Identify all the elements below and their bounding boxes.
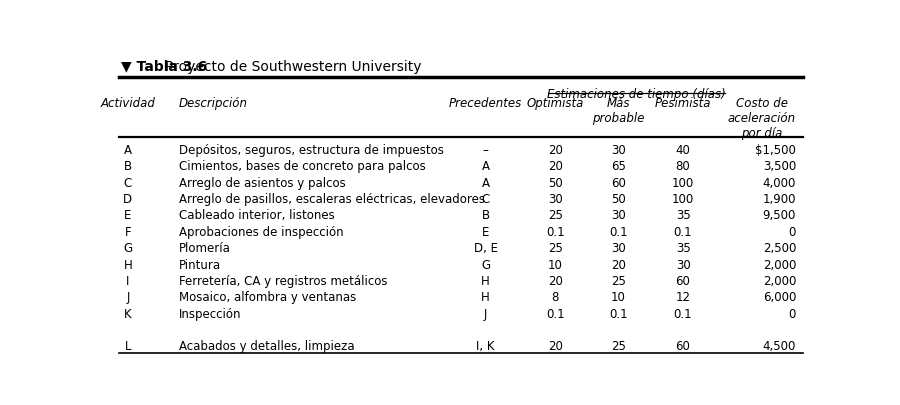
Text: D: D [123, 193, 132, 206]
Text: –: – [482, 144, 489, 157]
Text: 20: 20 [611, 258, 625, 271]
Text: 0.1: 0.1 [609, 307, 627, 320]
Text: C: C [123, 176, 132, 189]
Text: Plomería: Plomería [179, 242, 230, 255]
Text: 25: 25 [548, 209, 562, 222]
Text: 30: 30 [548, 193, 562, 206]
Text: L: L [124, 339, 131, 352]
Text: K: K [124, 307, 131, 320]
Text: 30: 30 [611, 242, 625, 255]
Text: 10: 10 [548, 258, 562, 271]
Text: 60: 60 [676, 274, 690, 287]
Text: H: H [123, 258, 132, 271]
Text: 6,000: 6,000 [762, 290, 796, 303]
Text: Arreglo de asientos y palcos: Arreglo de asientos y palcos [179, 176, 346, 189]
Text: Arreglo de pasillos, escaleras eléctricas, elevadores: Arreglo de pasillos, escaleras eléctrica… [179, 193, 485, 206]
Text: 2,500: 2,500 [762, 242, 796, 255]
Text: 10: 10 [611, 290, 625, 303]
Text: 20: 20 [548, 274, 562, 287]
Text: 0.1: 0.1 [674, 307, 692, 320]
Text: J: J [126, 290, 130, 303]
Text: E: E [482, 225, 490, 238]
Text: Estimaciones de tiempo (días): Estimaciones de tiempo (días) [547, 87, 726, 100]
Text: 0.1: 0.1 [609, 225, 627, 238]
Text: Actividad: Actividad [101, 97, 156, 110]
Text: 25: 25 [611, 339, 625, 352]
Text: J: J [484, 307, 488, 320]
Text: Precedentes: Precedentes [449, 97, 522, 110]
Text: 60: 60 [676, 339, 690, 352]
Text: 0.1: 0.1 [674, 225, 692, 238]
Text: 25: 25 [611, 274, 625, 287]
Text: 4,500: 4,500 [762, 339, 796, 352]
Text: 100: 100 [672, 176, 694, 189]
Text: 80: 80 [676, 160, 690, 173]
Text: Más
probable: Más probable [592, 97, 644, 125]
Text: B: B [124, 160, 132, 173]
Text: Proyecto de Southwestern University: Proyecto de Southwestern University [165, 60, 421, 73]
Text: 2,000: 2,000 [762, 274, 796, 287]
Text: A: A [482, 176, 490, 189]
Text: Optimista: Optimista [526, 97, 584, 110]
Text: H: H [482, 274, 490, 287]
Text: D, E: D, E [473, 242, 498, 255]
Text: Cableado interior, listones: Cableado interior, listones [179, 209, 335, 222]
Text: 0: 0 [788, 307, 796, 320]
Text: Depósitos, seguros, estructura de impuestos: Depósitos, seguros, estructura de impues… [179, 144, 444, 157]
Text: Descripción: Descripción [179, 97, 248, 110]
Text: 20: 20 [548, 160, 562, 173]
Text: G: G [482, 258, 490, 271]
Text: 20: 20 [548, 144, 562, 157]
Text: 50: 50 [548, 176, 562, 189]
Text: Ferretería, CA y registros metálicos: Ferretería, CA y registros metálicos [179, 274, 387, 287]
Text: Pintura: Pintura [179, 258, 220, 271]
Text: 8: 8 [552, 290, 559, 303]
Text: Mosaico, alfombra y ventanas: Mosaico, alfombra y ventanas [179, 290, 356, 303]
Text: 0: 0 [788, 225, 796, 238]
Text: C: C [482, 193, 490, 206]
Text: 30: 30 [611, 209, 625, 222]
Text: E: E [124, 209, 131, 222]
Text: Aprobaciones de inspección: Aprobaciones de inspección [179, 225, 344, 238]
Text: 30: 30 [676, 258, 690, 271]
Text: 3,500: 3,500 [763, 160, 796, 173]
Text: F: F [124, 225, 131, 238]
Text: Inspección: Inspección [179, 307, 241, 320]
Text: 0.1: 0.1 [546, 307, 564, 320]
Text: ▼ Tabla 3.6: ▼ Tabla 3.6 [121, 60, 207, 73]
Text: I: I [126, 274, 130, 287]
Text: I, K: I, K [476, 339, 495, 352]
Text: 2,000: 2,000 [762, 258, 796, 271]
Text: 20: 20 [548, 339, 562, 352]
Text: 65: 65 [611, 160, 625, 173]
Text: B: B [482, 209, 490, 222]
Text: 40: 40 [676, 144, 690, 157]
Text: 1,900: 1,900 [762, 193, 796, 206]
Text: A: A [482, 160, 490, 173]
Text: 25: 25 [548, 242, 562, 255]
Text: H: H [482, 290, 490, 303]
Text: A: A [124, 144, 131, 157]
Text: 12: 12 [676, 290, 690, 303]
Text: Cimientos, bases de concreto para palcos: Cimientos, bases de concreto para palcos [179, 160, 426, 173]
Text: G: G [123, 242, 132, 255]
Text: 35: 35 [676, 242, 690, 255]
Text: Costo de
aceleración
por día: Costo de aceleración por día [728, 97, 796, 140]
Text: 0.1: 0.1 [546, 225, 564, 238]
Text: 50: 50 [611, 193, 625, 206]
Text: $1,500: $1,500 [755, 144, 796, 157]
Text: 30: 30 [611, 144, 625, 157]
Text: Acabados y detalles, limpieza: Acabados y detalles, limpieza [179, 339, 355, 352]
Text: Pesimista: Pesimista [655, 97, 711, 110]
Text: 4,000: 4,000 [762, 176, 796, 189]
Text: 35: 35 [676, 209, 690, 222]
Text: 60: 60 [611, 176, 625, 189]
Text: 9,500: 9,500 [762, 209, 796, 222]
Text: 100: 100 [672, 193, 694, 206]
